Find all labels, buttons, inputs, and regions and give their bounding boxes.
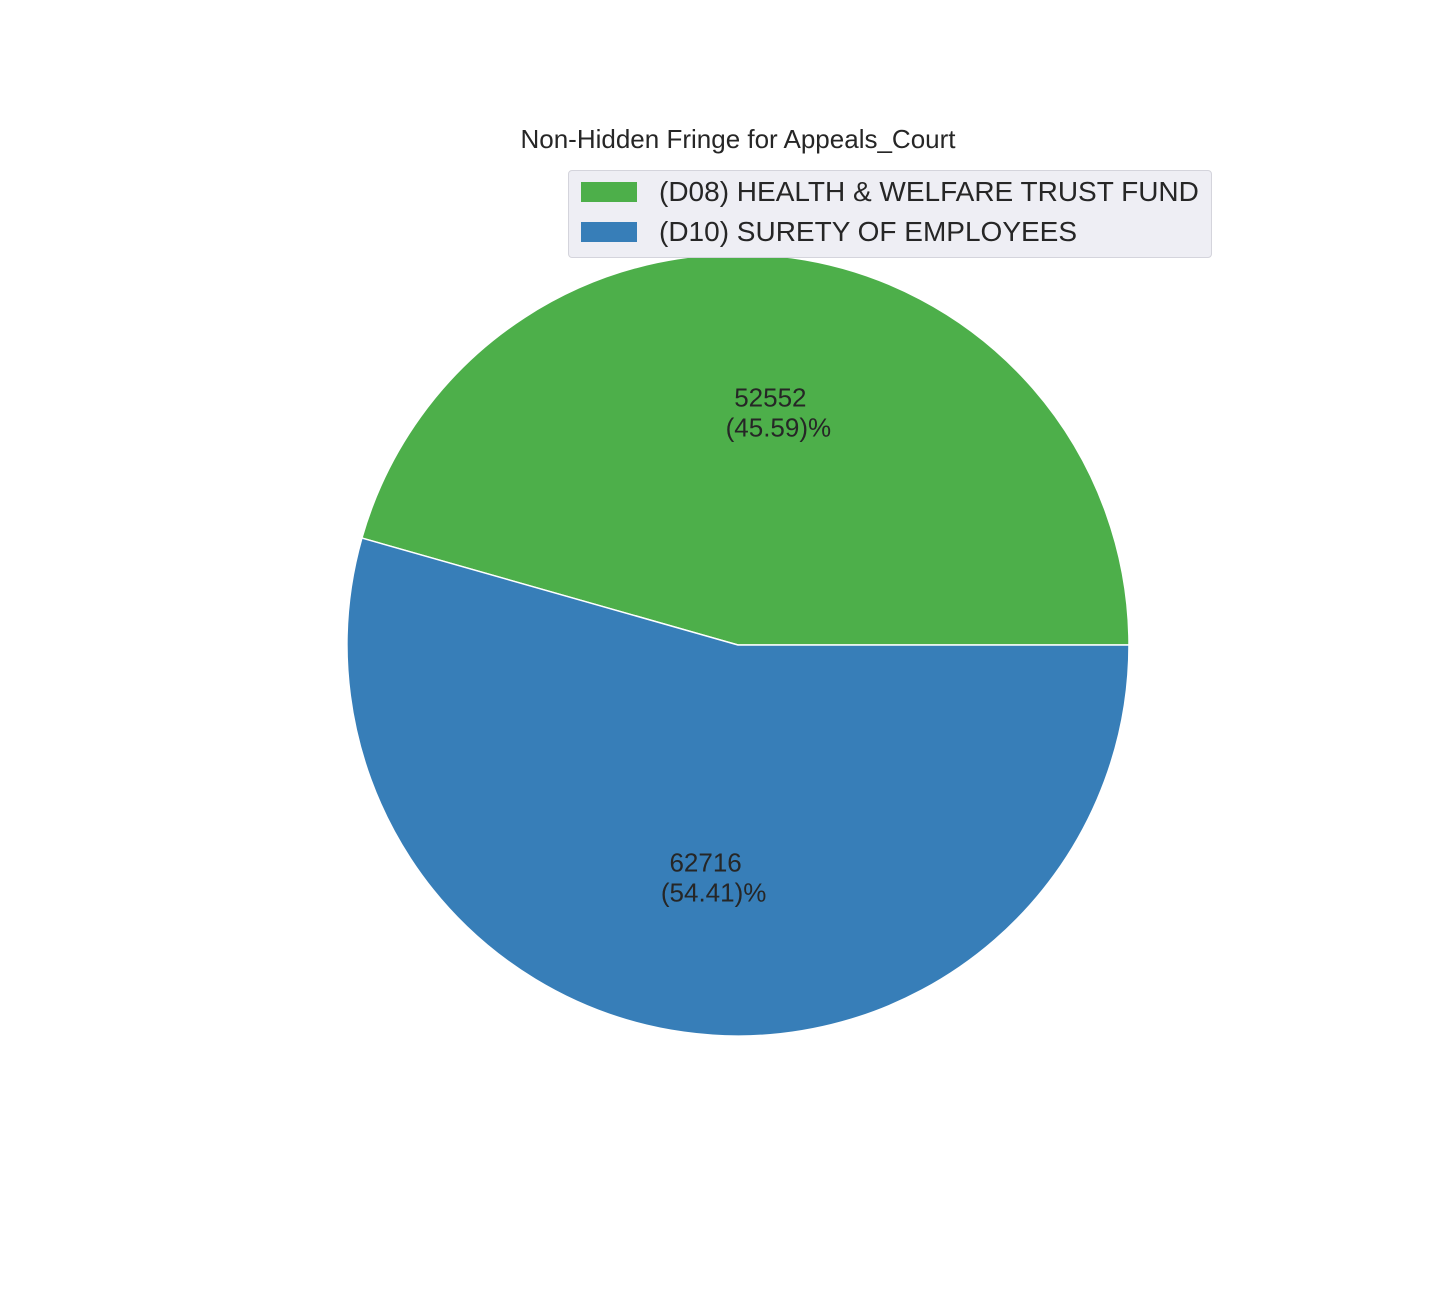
pie-slice-d10 [346,537,1130,1037]
chart-title: Non-Hidden Fringe for Appeals_Court [520,124,956,154]
slice-value-label-d10: 62716 [669,847,741,877]
slice-value-label-d08: 52552 [734,383,806,413]
legend-label-d10: (D10) SURETY OF EMPLOYEES [659,216,1078,247]
legend: (D08) HEALTH & WELFARE TRUST FUND (D10) … [568,170,1212,258]
pie-slice-labels: 52552(45.59)% 62716(54.41)% [661,383,831,908]
slice-percent-label-d08: (45.59)% [726,413,832,443]
legend-swatch-d10 [581,222,637,242]
slice-percent-label-d10: (54.41)% [661,877,767,907]
pie-slices [346,253,1130,1037]
legend-item-d10: (D10) SURETY OF EMPLOYEES [581,216,1078,247]
legend-label-d08: (D08) HEALTH & WELFARE TRUST FUND [659,176,1199,207]
legend-swatch-d08 [581,182,637,202]
legend-item-d08: (D08) HEALTH & WELFARE TRUST FUND [581,176,1199,207]
